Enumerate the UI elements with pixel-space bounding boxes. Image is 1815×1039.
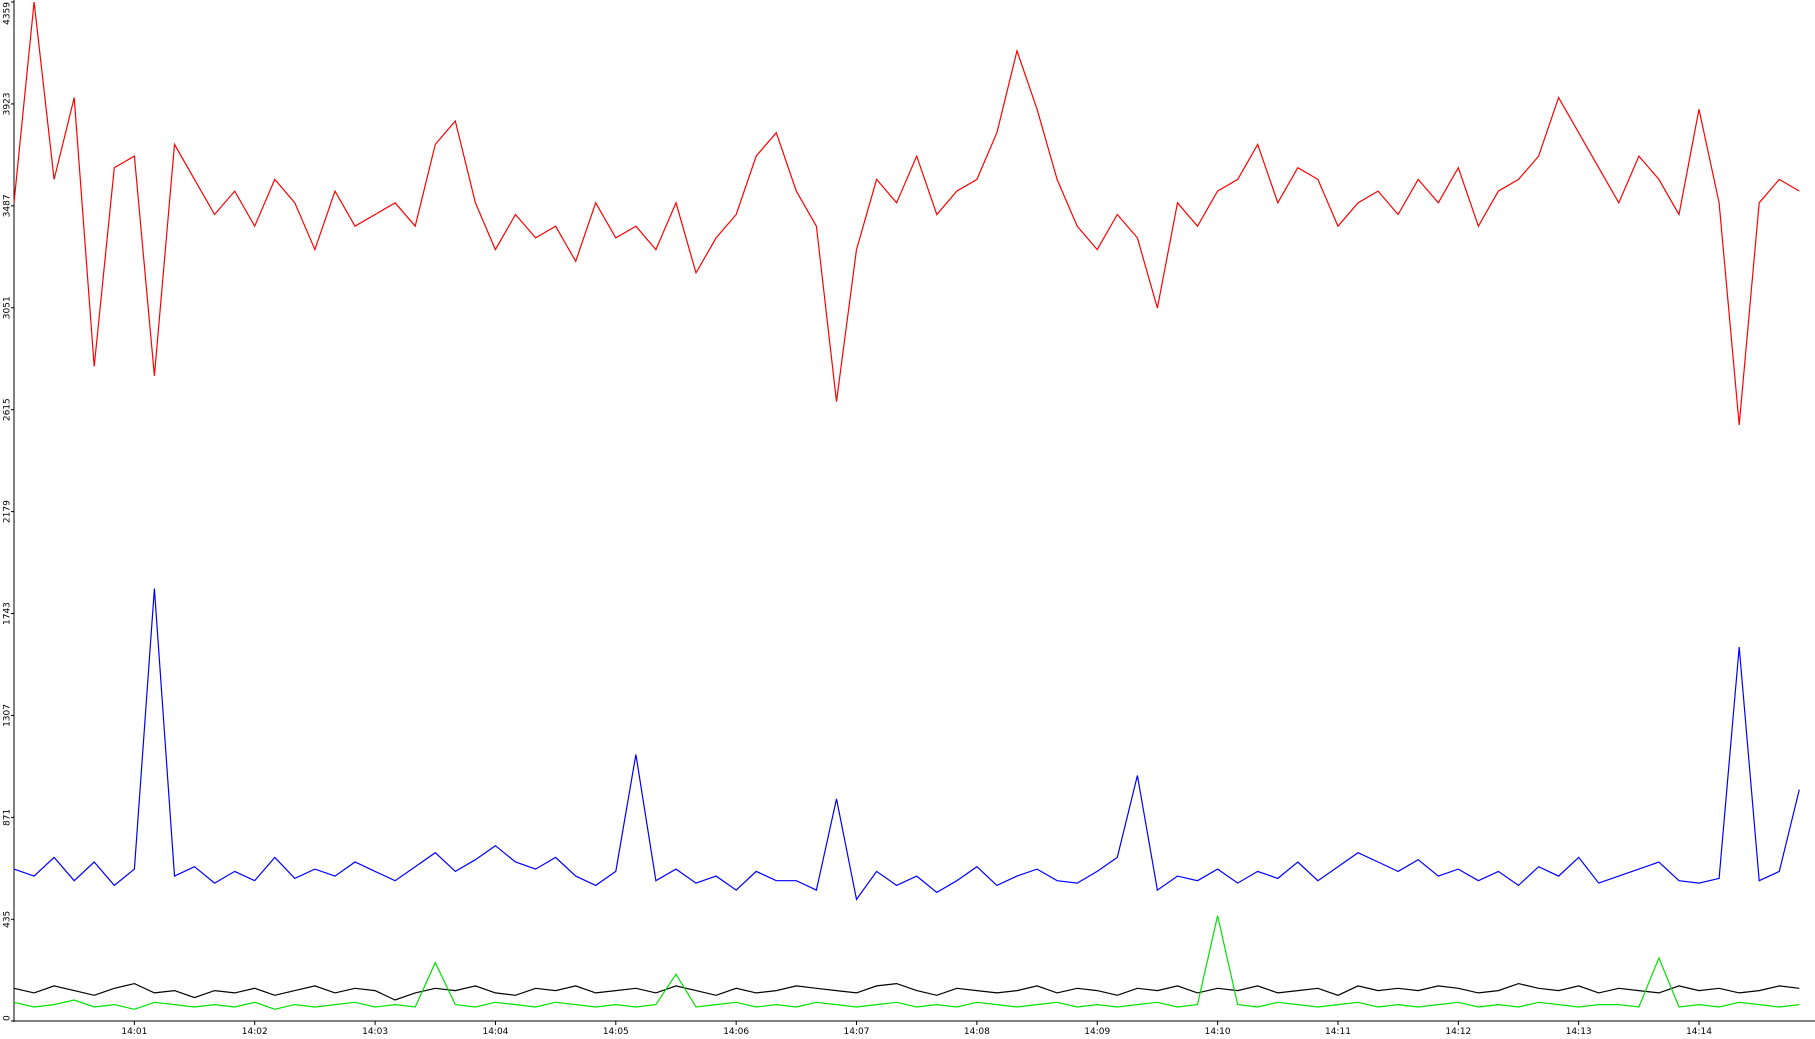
x-tick-label: 14:01 [121,1027,147,1037]
y-tick-label: 4359 [3,2,13,25]
x-tick-label: 14:04 [482,1027,508,1037]
y-tick-label: 2179 [3,500,13,523]
x-tick-label: 14:12 [1445,1027,1471,1037]
x-tick-label: 14:11 [1325,1027,1351,1037]
x-tick-label: 14:05 [603,1027,629,1037]
y-tick-label: 3051 [3,296,13,319]
x-tick-label: 14:03 [362,1027,388,1037]
y-tick-label: 1307 [3,704,13,727]
y-tick-label: 871 [3,809,13,826]
y-tick-label: 435 [3,911,13,928]
series-line [13,982,1800,1001]
x-tick-label: 14:09 [1084,1027,1110,1037]
x-tick-label: 14:06 [723,1027,749,1037]
x-tick-label: 14:13 [1566,1027,1592,1037]
y-tick-label: 0 [3,1015,13,1021]
x-tick-label: 14:07 [844,1027,870,1037]
series-line [13,915,1800,1010]
series-line [13,1,1800,425]
x-tick-label: 14:10 [1205,1027,1231,1037]
x-tick-label: 14:02 [242,1027,268,1037]
x-tick-label: 14:08 [964,1027,990,1037]
y-tick-label: 3923 [3,92,13,115]
y-tick-label: 1743 [3,602,13,625]
series-line [13,588,1800,901]
y-tick-label: 3487 [3,194,13,217]
x-tick-label: 14:14 [1686,1027,1712,1037]
y-tick-label: 2615 [3,398,13,421]
